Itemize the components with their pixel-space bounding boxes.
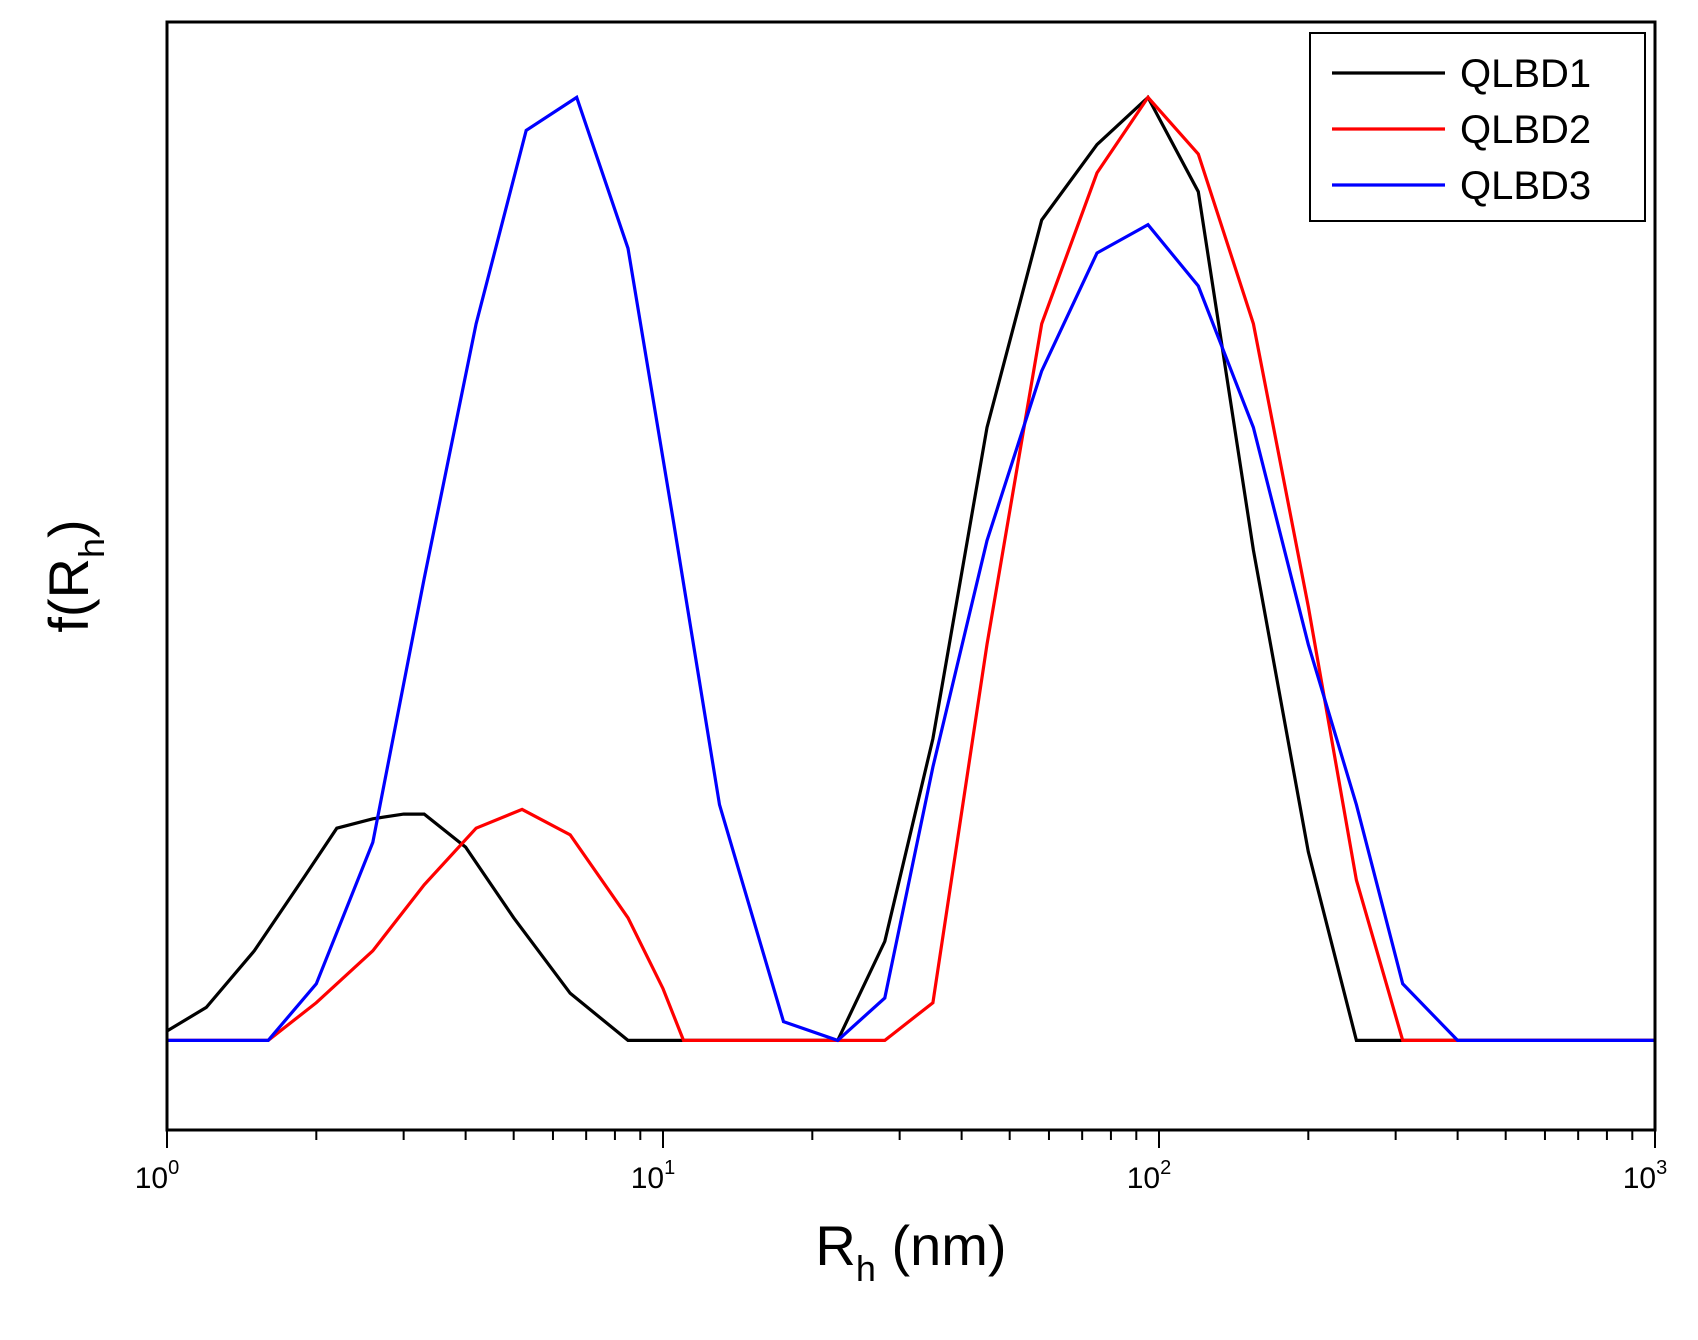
legend-label-qlbd2: QLBD2 [1460, 108, 1591, 152]
x-axis-title: Rh (nm) [815, 1214, 1006, 1289]
x-tick-label: 102 [1127, 1157, 1172, 1195]
ticks-layer: 100 101 102 103 [135, 1130, 1668, 1195]
x-tick-label-exponent: 0 [168, 1157, 179, 1179]
legend-label-qlbd1: QLBD1 [1460, 52, 1591, 96]
x-tick-label-exponent: 2 [1160, 1157, 1171, 1179]
series-line-qlbd2 [167, 94, 1655, 1043]
y-axis-title-post: ) [37, 519, 100, 538]
x-tick-label: 103 [1623, 1157, 1668, 1195]
series-line-qlbd3 [167, 94, 1655, 1043]
x-tick-label-exponent: 3 [1656, 1157, 1667, 1179]
x-tick-label: 100 [135, 1157, 180, 1195]
series-line-qlbd1 [166, 94, 1655, 1043]
y-axis-title-pre: f(R [37, 558, 100, 633]
x-tick-label-base: 10 [1127, 1162, 1160, 1195]
series-layer [166, 94, 1655, 1043]
legend: QLBD1 QLBD2 QLBD3 [1309, 32, 1646, 222]
plot-frame [165, 20, 1657, 1132]
x-axis-title-rest: (nm) [876, 1214, 1007, 1277]
x-tick-label-base: 10 [631, 1162, 664, 1195]
x-tick-label-base: 10 [135, 1162, 168, 1195]
legend-box [1309, 32, 1646, 222]
x-axis-title-sub: h [856, 1248, 876, 1289]
x-tick-label-base: 10 [1623, 1162, 1656, 1195]
x-tick-label: 101 [631, 1157, 676, 1195]
y-axis-title-sub: h [71, 538, 112, 558]
x-tick-label-exponent: 1 [664, 1157, 675, 1179]
legend-label-qlbd3: QLBD3 [1460, 164, 1591, 208]
y-axis-title: f(Rh) [37, 519, 112, 632]
x-axis-title-base: R [815, 1214, 855, 1277]
